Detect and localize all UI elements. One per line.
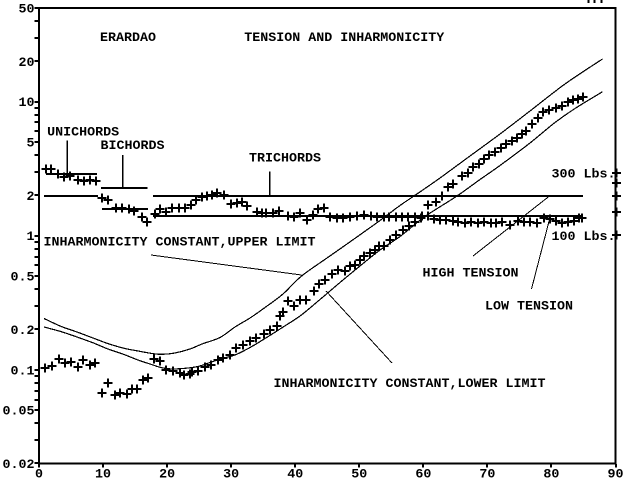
svg-text:20: 20 [19, 55, 35, 70]
svg-text:2: 2 [27, 189, 35, 204]
svg-text:50: 50 [19, 2, 35, 17]
svg-text:INHARMONICITY CONSTANT,UPPER L: INHARMONICITY CONSTANT,UPPER LIMIT [44, 235, 316, 250]
svg-text:ERARDAO: ERARDAO [100, 30, 156, 45]
svg-text:90: 90 [608, 467, 624, 480]
svg-text:80: 80 [543, 467, 559, 480]
svg-text:1: 1 [27, 229, 35, 244]
svg-text:100 Lbs.: 100 Lbs. [552, 229, 616, 244]
svg-text:0: 0 [35, 467, 43, 480]
svg-text:10: 10 [19, 95, 35, 110]
svg-text:70: 70 [479, 467, 495, 480]
svg-text:LOW TENSION: LOW TENSION [485, 299, 573, 314]
svg-text:INHARMONICITY CONSTANT,LOWER L: INHARMONICITY CONSTANT,LOWER LIMIT [274, 376, 546, 391]
svg-text:60: 60 [415, 467, 431, 480]
svg-text:50: 50 [351, 467, 367, 480]
svg-text:0.2: 0.2 [11, 323, 35, 338]
svg-text:0.02: 0.02 [3, 457, 35, 472]
svg-text:UNICHORDS: UNICHORDS [47, 125, 119, 140]
svg-text:0.05: 0.05 [3, 404, 35, 419]
svg-text:30: 30 [223, 467, 239, 480]
svg-text:BICHORDS: BICHORDS [101, 138, 165, 153]
svg-text:10: 10 [95, 467, 111, 480]
svg-text:300 Lbs.: 300 Lbs. [552, 167, 616, 182]
svg-text:HIGH TENSION: HIGH TENSION [423, 266, 519, 281]
svg-text:TENSION AND INHARMONICITY: TENSION AND INHARMONICITY [244, 30, 444, 45]
svg-text:20: 20 [159, 467, 175, 480]
svg-text:5: 5 [27, 136, 35, 151]
svg-text:TRICHORDS: TRICHORDS [249, 151, 321, 166]
svg-text:0.5: 0.5 [11, 270, 35, 285]
svg-text:40: 40 [287, 467, 303, 480]
svg-text:0.1: 0.1 [11, 363, 35, 378]
